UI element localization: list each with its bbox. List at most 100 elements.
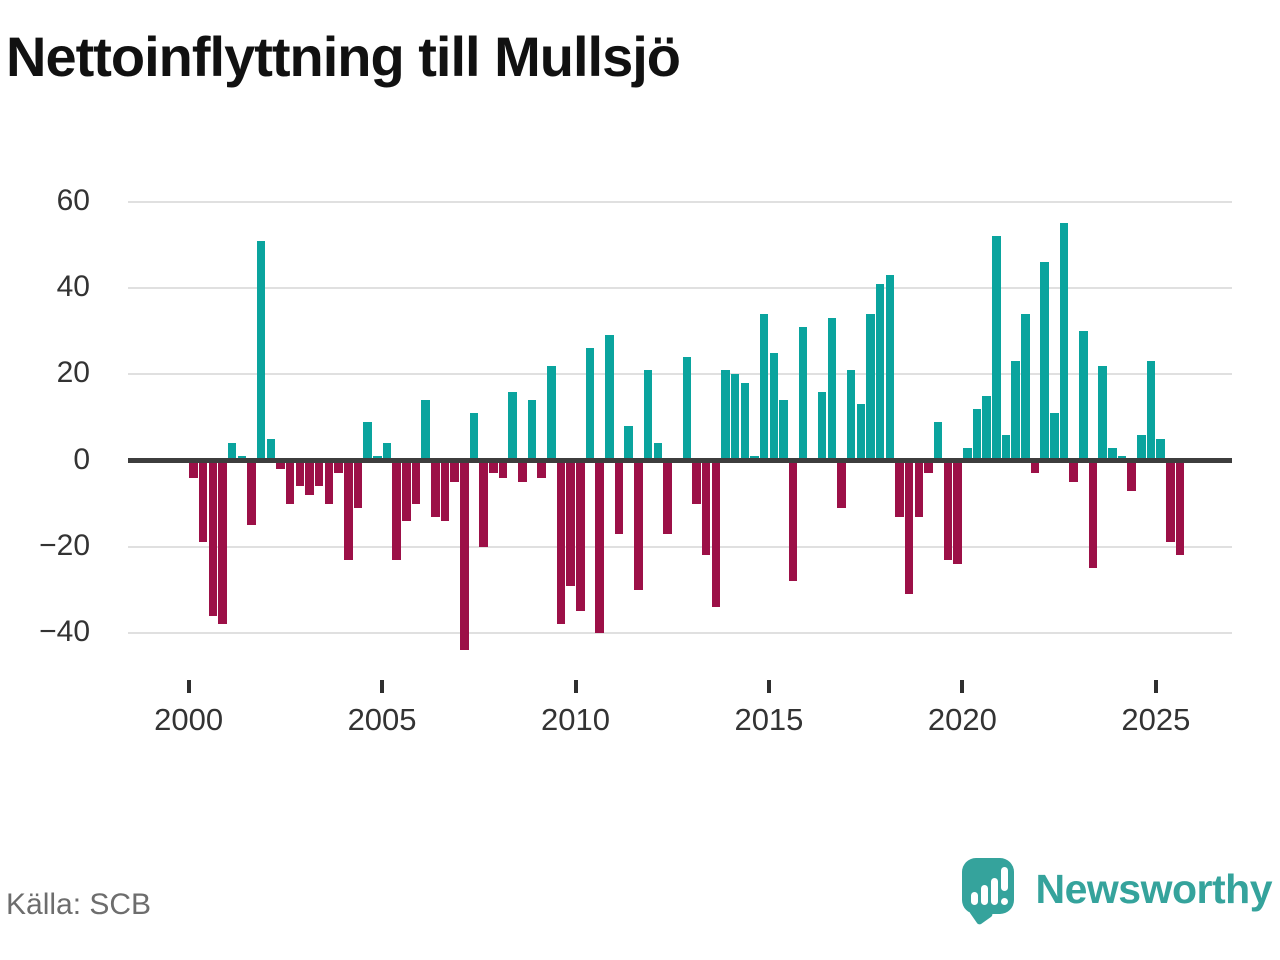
bar-positive	[527, 400, 537, 461]
bar-negative	[479, 460, 488, 547]
y-axis-tick-label: 60	[56, 183, 90, 217]
bar-negative	[943, 460, 953, 560]
x-axis-tick-label: 2000	[154, 702, 224, 737]
newsworthy-bubble-chart-icon	[961, 858, 1014, 926]
bar-positive	[992, 236, 1001, 461]
source-caption: Källa: SCB	[6, 888, 152, 921]
bar-positive	[682, 357, 692, 461]
bar-negative	[837, 460, 846, 508]
newsworthy-logo: Newsworthy	[961, 858, 1273, 926]
bar-negative	[431, 460, 440, 517]
bar-negative	[701, 460, 711, 556]
zero-axis-line	[128, 458, 1232, 463]
bar-positive	[1137, 434, 1146, 461]
bar-negative	[904, 460, 914, 595]
bar-negative	[595, 460, 604, 633]
bar-negative	[402, 460, 411, 521]
bar-negative	[953, 460, 962, 564]
bar-positive	[875, 283, 885, 461]
bar-positive	[740, 382, 750, 461]
bar-positive	[827, 318, 837, 461]
bar-positive	[885, 275, 895, 461]
bar-negative	[208, 460, 218, 616]
x-axis-tick	[380, 680, 385, 693]
y-axis-tick-label: −40	[39, 615, 90, 648]
plot-area: 60 40 20 0 −20 −40 2000 2005 2010 2015 2020 2025	[39, 180, 1232, 740]
bar-positive	[982, 395, 991, 461]
bar-positive	[798, 326, 808, 461]
bar-negative	[895, 460, 904, 517]
bar-positive	[1156, 438, 1165, 461]
bar-positive	[1108, 447, 1117, 461]
bar-positive	[1011, 361, 1020, 461]
x-axis-tick	[186, 680, 191, 693]
bar-positive	[1040, 262, 1049, 461]
bar-negative	[324, 460, 334, 504]
bar-positive	[856, 404, 866, 461]
bar-positive	[972, 408, 982, 461]
y-axis-tick-label: 0	[73, 442, 90, 476]
bar-negative	[189, 460, 198, 478]
bar-negative	[1166, 460, 1175, 543]
bar-positive	[817, 391, 827, 461]
gridline	[128, 545, 1232, 548]
bar-negative	[634, 460, 643, 590]
bar-positive	[1146, 361, 1156, 461]
bar-negative	[1069, 460, 1078, 483]
bar-negative	[788, 460, 798, 582]
bar-negative	[924, 460, 933, 474]
bar-negative	[276, 460, 285, 470]
x-axis-tick	[573, 680, 578, 693]
bar-negative	[218, 460, 227, 625]
bar-negative	[537, 460, 546, 478]
bar-negative	[614, 460, 624, 534]
bar-negative	[450, 460, 459, 483]
bar-positive	[227, 443, 237, 461]
bar-positive	[605, 335, 614, 461]
bar-positive	[1079, 331, 1088, 461]
bar-positive	[624, 426, 633, 461]
x-axis-tick-label: 2025	[1121, 702, 1191, 737]
bar-negative	[198, 460, 208, 543]
bar-positive	[779, 400, 788, 461]
bar-positive	[1059, 223, 1069, 461]
gridline	[128, 373, 1232, 376]
bar-positive	[469, 413, 479, 461]
bar-negative	[334, 460, 343, 474]
x-axis-tick	[960, 680, 965, 693]
bar-positive	[653, 443, 663, 461]
bar-positive	[421, 400, 430, 461]
bar-positive	[363, 421, 372, 461]
x-axis-tick-label: 2020	[927, 702, 997, 737]
bar-negative	[295, 460, 305, 487]
bar-positive	[256, 240, 266, 461]
bar-positive	[266, 438, 276, 461]
y-axis-tick-label: 40	[56, 270, 90, 303]
bar-negative	[460, 460, 469, 651]
bar-positive	[846, 369, 856, 461]
bar-negative	[305, 460, 314, 495]
y-axis-tick-label: −20	[39, 528, 90, 562]
gridline	[128, 287, 1232, 289]
bar-positive	[933, 421, 943, 461]
chart-title: Nettoinflyttning till Mullsjö	[6, 25, 681, 88]
bar-negative	[556, 460, 566, 625]
bar-negative	[344, 460, 353, 560]
bar-positive	[1050, 413, 1059, 461]
bar-negative	[285, 460, 295, 504]
bar-negative	[411, 460, 421, 504]
gridline	[128, 632, 1232, 634]
bar-negative	[692, 460, 701, 504]
bar-positive	[1021, 313, 1030, 461]
bar-positive	[866, 313, 875, 461]
x-axis-tick-label: 2005	[347, 702, 417, 737]
x-axis-tick-label: 2015	[734, 702, 804, 737]
bar-negative	[440, 460, 450, 521]
bar-positive	[730, 374, 740, 461]
newsworthy-wordmark: Newsworthy	[1035, 865, 1273, 912]
bar-positive	[1001, 434, 1011, 461]
bar-negative	[1088, 460, 1098, 569]
bar-negative	[663, 460, 672, 534]
bar-positive	[643, 369, 653, 461]
bar-negative	[1030, 460, 1040, 474]
